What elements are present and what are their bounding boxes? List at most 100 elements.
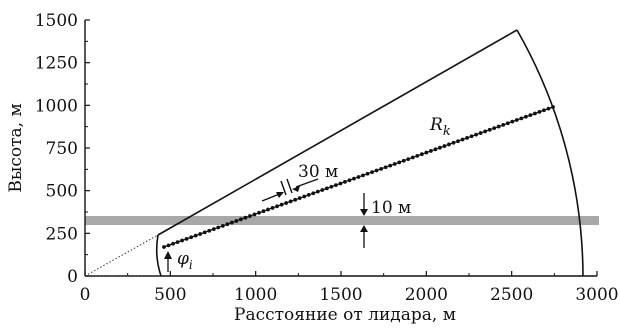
sector-inner-arc — [155, 234, 162, 277]
gate-spacing-marker — [261, 178, 319, 202]
angle-label-main: φ — [177, 249, 189, 269]
range-gate-dot — [220, 223, 225, 228]
range-gate-dot — [519, 116, 524, 121]
range-gate-dot — [456, 139, 460, 144]
range-gate-dot — [306, 193, 311, 197]
range-gate-dot — [284, 201, 289, 205]
beam-range-label: Rk — [429, 115, 451, 139]
range-gate-dot — [333, 183, 338, 188]
angle-label-sub: i — [189, 258, 193, 272]
range-gate-dot — [374, 168, 379, 173]
angle-arrowhead — [164, 251, 172, 259]
aerosol-layer-band — [85, 216, 599, 225]
range-gate-dot — [428, 149, 433, 153]
range-gate-dot — [211, 227, 216, 231]
y-tick-label: 0 — [67, 267, 78, 287]
range-gate-dot — [207, 228, 212, 233]
range-gate-dot — [401, 158, 406, 163]
range-gate-dot — [302, 194, 307, 199]
range-gate-dot — [501, 123, 506, 127]
range-gate-dot — [171, 241, 175, 246]
y-tick-label: 250 — [46, 224, 78, 244]
range-gate-dot — [162, 245, 166, 249]
range-gate-dot — [320, 188, 325, 192]
range-gate-dot — [189, 235, 194, 240]
range-gate-dot — [465, 136, 469, 140]
y-axis-title: Высота, м — [6, 103, 26, 192]
range-gate-dot — [347, 178, 352, 183]
range-gate-dot — [542, 108, 546, 113]
x-tick-label: 1000 — [234, 285, 277, 305]
layer-thickness-label: 10 м — [371, 198, 411, 218]
x-tick-label: 1500 — [319, 285, 362, 305]
range-gate-dot — [546, 106, 551, 111]
range-gate-dot — [419, 152, 424, 157]
range-gate-dot — [514, 118, 519, 122]
range-gate-dot — [216, 225, 221, 230]
range-gate-dot — [175, 240, 180, 245]
range-gate-dot — [424, 150, 429, 155]
range-gate-dot — [365, 171, 370, 176]
range-gate-dot — [537, 109, 542, 114]
range-gate-dot — [442, 144, 447, 148]
sector-upper-edge — [157, 29, 518, 236]
range-gate-dot — [225, 222, 230, 227]
range-gate-dot — [252, 212, 257, 217]
beam-range-label-main: R — [429, 115, 443, 135]
range-gate-dot — [406, 157, 411, 161]
range-gate-dot — [248, 214, 252, 218]
range-gate-dot — [487, 127, 492, 132]
x-axis-title: Расстояние от лидара, м — [234, 305, 456, 324]
range-gate-dot — [492, 126, 497, 131]
range-gate-dot — [329, 184, 334, 189]
sector-outer-arc — [516, 29, 584, 277]
range-gate-dot — [261, 209, 266, 214]
range-gate-dot — [510, 119, 515, 124]
range-gate-dot — [483, 129, 488, 134]
range-gate-dot — [239, 217, 243, 222]
range-gate-dot — [447, 142, 451, 147]
y-tick-label: 500 — [46, 182, 78, 202]
x-tick-label: 3000 — [575, 285, 618, 305]
beam-range-gates — [162, 105, 555, 249]
range-gate-dot — [180, 238, 184, 243]
beam-range-label-sub: k — [443, 124, 451, 139]
range-gate-dot — [370, 170, 374, 175]
range-gate-dot — [352, 176, 356, 181]
range-gate-dot — [388, 163, 393, 168]
dotted-ray-lower — [84, 234, 159, 277]
range-gate-dot — [270, 206, 275, 210]
range-gate-dot — [392, 162, 397, 166]
range-gate-dot — [415, 153, 420, 158]
range-gate-dot — [474, 132, 478, 137]
range-gate-dot — [523, 114, 528, 119]
range-gate-dot — [533, 111, 537, 116]
range-gate-dot — [229, 220, 234, 225]
range-gate-dot — [315, 189, 320, 194]
range-gate-dot — [383, 165, 388, 170]
range-gate-dot — [460, 137, 465, 142]
range-gate-dot — [198, 232, 203, 236]
range-gate-dot — [257, 210, 261, 215]
range-gate-dot — [311, 191, 316, 196]
x-tick-label: 0 — [80, 285, 91, 305]
y-tick-label: 1500 — [35, 11, 78, 31]
range-gate-dot — [193, 233, 198, 238]
range-gate-dot — [528, 113, 533, 118]
range-gate-dot — [379, 166, 384, 171]
range-gate-dot — [397, 160, 402, 165]
range-gate-dot — [166, 243, 171, 248]
x-tick-label: 2000 — [405, 285, 448, 305]
range-gate-dot — [202, 230, 207, 235]
y-tick-label: 750 — [46, 139, 78, 159]
range-gate-dot — [469, 134, 474, 139]
range-gate-dot — [243, 215, 248, 220]
y-tick-label: 1250 — [35, 54, 78, 74]
range-gate-dot — [297, 196, 302, 201]
range-gate-dot — [293, 197, 298, 202]
range-gate-dot — [496, 124, 501, 129]
range-gate-dot — [451, 140, 456, 145]
range-gate-dot — [410, 155, 415, 160]
x-tick-label: 500 — [154, 285, 186, 305]
